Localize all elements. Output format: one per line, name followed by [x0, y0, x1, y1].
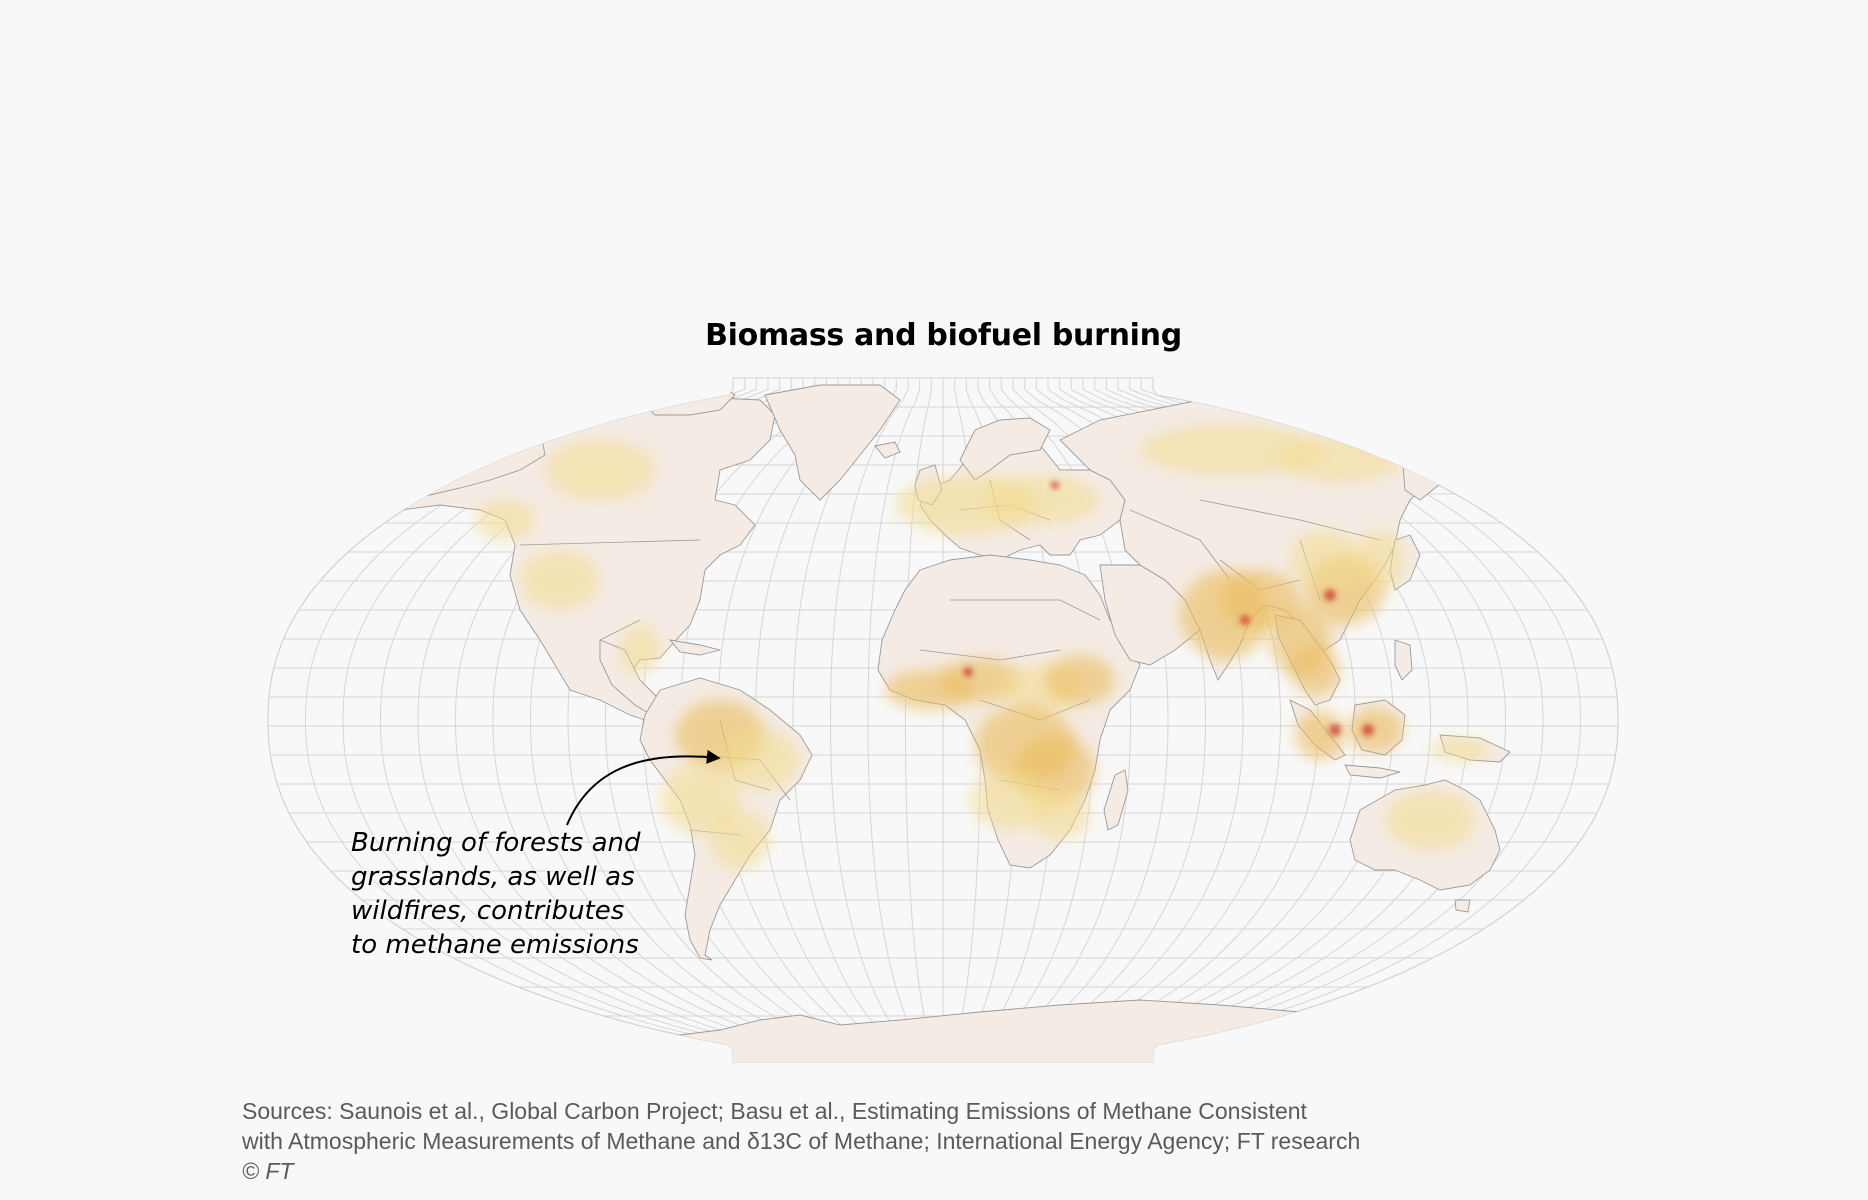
emission-area [1295, 710, 1345, 760]
emission-hotspot [1362, 724, 1374, 736]
land-greenland [764, 384, 901, 501]
annotation-line: grasslands, as well as [351, 862, 635, 892]
emission-area [1347, 708, 1403, 752]
land-caribbean [668, 639, 721, 656]
emission-area [1030, 790, 1090, 840]
emission-area [1045, 655, 1115, 705]
emission-area [980, 475, 1100, 525]
land-iceland [874, 441, 901, 459]
emission-area [1140, 425, 1320, 475]
emission-hotspot [1329, 724, 1341, 736]
emission-area [720, 730, 800, 790]
emission-area [520, 550, 600, 610]
emission-area [1280, 438, 1400, 482]
annotation-arrow [566, 749, 721, 826]
emissions-heat [475, 425, 1490, 870]
land-madagascar [1103, 769, 1129, 831]
emission-hotspot [1051, 481, 1059, 489]
land-java [1344, 764, 1401, 779]
land-philippines [1394, 639, 1413, 681]
graticule-meridian [792, 378, 897, 1062]
map-annotation: Burning of forests and grasslands, as we… [351, 826, 691, 962]
emission-area [1290, 645, 1340, 695]
land-far-east [1399, 429, 1461, 501]
land-tasmania [1454, 899, 1471, 913]
annotation-line: Burning of forests and [351, 828, 641, 858]
emission-area [1355, 530, 1405, 590]
emission-area [940, 658, 1020, 702]
emission-hotspots [963, 481, 1374, 736]
emission-area [545, 440, 655, 500]
land-antarctica [559, 999, 1381, 1062]
graticule-meridian [830, 378, 909, 1062]
land-scandinavia [959, 417, 1051, 481]
emission-area [1290, 530, 1360, 590]
annotation-line: wildfires, contributes [351, 896, 625, 926]
emission-area [1430, 738, 1490, 762]
land-new-zealand [1504, 879, 1566, 926]
sources-line: with Atmospheric Measurements of Methane… [242, 1128, 1361, 1154]
emission-area [475, 500, 535, 540]
emission-hotspot [1324, 589, 1336, 601]
sources-note: Sources: Saunois et al., Global Carbon P… [242, 1096, 1742, 1186]
map-title: Biomass and biofuel burning [705, 318, 1182, 353]
annotation-line: to methane emissions [351, 930, 639, 960]
sources-line: Sources: Saunois et al., Global Carbon P… [242, 1098, 1307, 1124]
emission-area [660, 765, 740, 835]
emission-area [710, 810, 770, 870]
graticule-meridian [642, 378, 851, 1062]
graticule-meridian [867, 378, 921, 1062]
ft-credit: © FT [242, 1158, 294, 1184]
emission-hotspot [963, 667, 973, 677]
emission-area [1385, 790, 1475, 850]
emission-hotspot [1240, 615, 1250, 625]
emission-area [620, 625, 660, 675]
